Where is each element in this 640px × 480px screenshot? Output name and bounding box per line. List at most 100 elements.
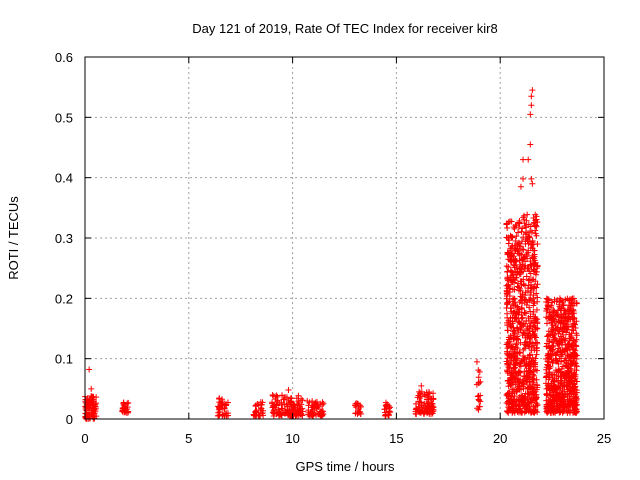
data-point [519,408,526,415]
data-point [565,406,572,413]
data-point [510,276,517,283]
data-point [571,409,578,416]
data-point [505,263,512,270]
data-point [418,382,425,389]
data-point [516,350,523,357]
data-point [573,336,580,343]
data-point [545,354,552,361]
data-point [518,393,525,400]
data-point [534,325,541,332]
data-point [531,372,538,379]
data-point [511,295,518,302]
data-point [550,326,557,333]
data-point [507,377,514,384]
data-point [534,319,541,326]
data-point [533,351,540,358]
data-point [557,319,564,326]
data-point [527,320,534,327]
data-point [527,141,534,148]
data-point [532,278,539,285]
data-point [522,240,529,247]
data-point [530,404,537,411]
data-point [252,403,259,410]
data-point [566,331,573,338]
data-point [558,392,565,399]
data-point [509,407,516,414]
data-point [507,218,514,225]
grid-layer [85,57,604,419]
data-point [552,323,559,330]
data-point [523,224,530,231]
data-point [567,409,574,416]
data-point [414,394,421,401]
data-point [529,87,536,94]
data-point [532,408,539,415]
data-point [85,409,92,416]
data-point [270,392,277,399]
data-point [533,334,540,341]
data-point [294,401,301,408]
data-point [533,394,540,401]
data-point [510,324,517,331]
data-point [532,271,539,278]
data-point [543,390,550,397]
data-point [504,322,511,329]
data-point [521,409,528,416]
data-point [412,400,419,407]
data-point [278,412,285,419]
data-point [216,408,223,415]
data-point [552,352,559,359]
data-point [423,389,430,396]
data-point [530,300,537,307]
data-point [286,403,293,410]
data-point [269,404,276,411]
data-point [523,273,530,280]
data-point [510,334,517,341]
data-point [524,401,531,408]
data-point [504,351,511,358]
data-point [509,314,516,321]
data-point [565,365,572,372]
data-point [544,391,551,398]
data-point [558,341,565,348]
data-point [313,401,320,408]
data-point [417,393,424,400]
data-point [557,324,564,331]
data-point [520,234,527,241]
data-point [565,377,572,384]
data-point [527,322,534,329]
data-point [511,328,518,335]
data-point [529,252,536,259]
data-point [427,395,434,402]
data-point [564,315,571,322]
data-point [567,387,574,394]
data-point [123,409,130,416]
data-point [568,299,575,306]
data-point [252,408,259,415]
data-point [522,230,529,237]
data-point [530,375,537,382]
data-point [511,279,518,286]
x-tick-label: 20 [493,431,507,446]
data-point [562,391,569,398]
data-point [570,327,577,334]
data-point [527,111,534,118]
data-point [293,395,300,402]
data-point [572,383,579,390]
data-point [530,384,537,391]
data-point [475,374,482,381]
data-point [553,392,560,399]
data-point [546,331,553,338]
data-point [554,392,561,399]
data-point [530,220,537,227]
data-point [568,311,575,318]
data-point [91,410,98,417]
data-point [562,355,569,362]
data-point [121,405,128,412]
data-point [559,409,566,416]
data-point [525,156,532,163]
data-point [525,247,532,254]
data-point [522,223,529,230]
data-point [517,183,524,190]
y-tick-label: 0.1 [55,352,73,367]
